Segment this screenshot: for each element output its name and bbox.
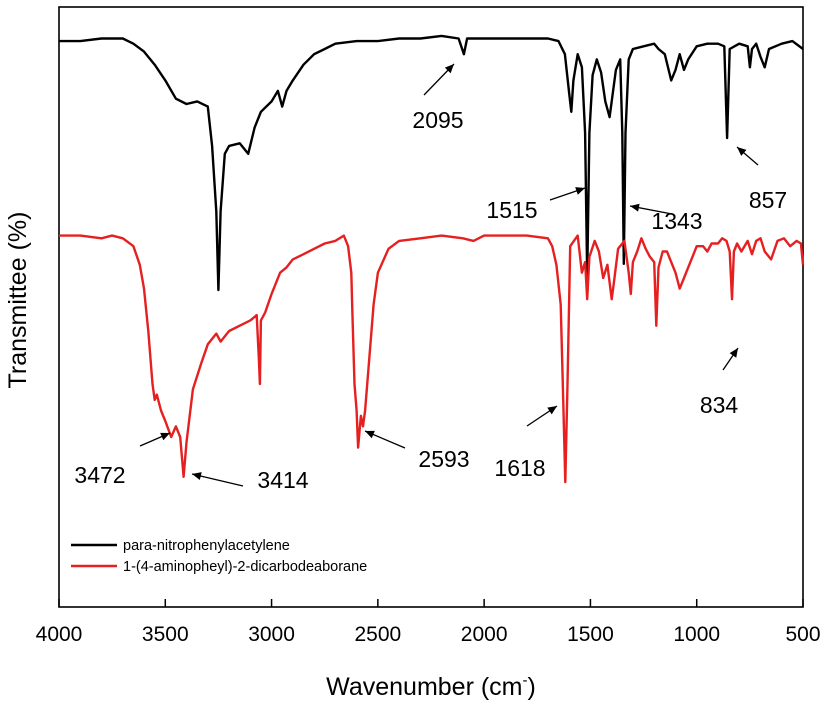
annotation-arrow-head	[444, 64, 454, 74]
annotation-label: 3414	[257, 467, 308, 493]
annotation-label: 834	[700, 392, 739, 418]
peak-annotations: 2095 1515 1343 857 3472 3414 2593 1618 834	[74, 63, 787, 493]
annotation-label: 3472	[74, 462, 125, 488]
x-tick-label: 2500	[354, 623, 401, 646]
legend: para-nitrophenylacetylene 1-(4-aminophey…	[71, 538, 367, 575]
x-tick-label: 500	[785, 623, 820, 646]
annotation-arrow-head	[192, 472, 202, 480]
annotation-label: 1618	[494, 455, 545, 481]
annotation-arrow-head	[737, 147, 747, 156]
y-axis-title: Transmittee (%)	[4, 212, 32, 389]
x-tick-label: 4000	[36, 623, 83, 646]
annotation-arrow-head	[575, 187, 585, 195]
x-tick-label: 3000	[248, 623, 295, 646]
annotation-arrow-head	[365, 430, 375, 439]
x-tick-label: 2000	[461, 623, 508, 646]
annotation-label: 1515	[486, 197, 537, 223]
annotation-label: 857	[749, 187, 787, 213]
annotation-arrow-head	[160, 432, 170, 441]
x-axis-ticks: 4000 3500 3000 2500 2000 1500 1000 500	[36, 599, 821, 646]
annotation-label: 2095	[412, 107, 463, 133]
plot-frame	[58, 6, 804, 608]
legend-label-series-1: para-nitrophenylacetylene	[123, 538, 290, 554]
x-tick-label: 1500	[567, 623, 614, 646]
x-axis-title: Wavenumber (cm-)	[326, 672, 536, 701]
series-line-para-nitrophenylacetylene	[59, 34, 804, 292]
series-line-aminophenyl-dicarbodeaborane	[59, 234, 805, 484]
annotation-arrow-head	[547, 406, 557, 415]
annotation-label: 1343	[651, 208, 702, 234]
x-tick-label: 1000	[673, 623, 720, 646]
annotation-label: 2593	[418, 446, 469, 472]
annotation-arrow-head	[729, 348, 738, 358]
annotation-arrow-head	[630, 203, 640, 212]
legend-label-series-2: 1-(4-aminopheyl)-2-dicarbodeaborane	[123, 559, 367, 575]
x-tick-label: 3500	[142, 623, 189, 646]
